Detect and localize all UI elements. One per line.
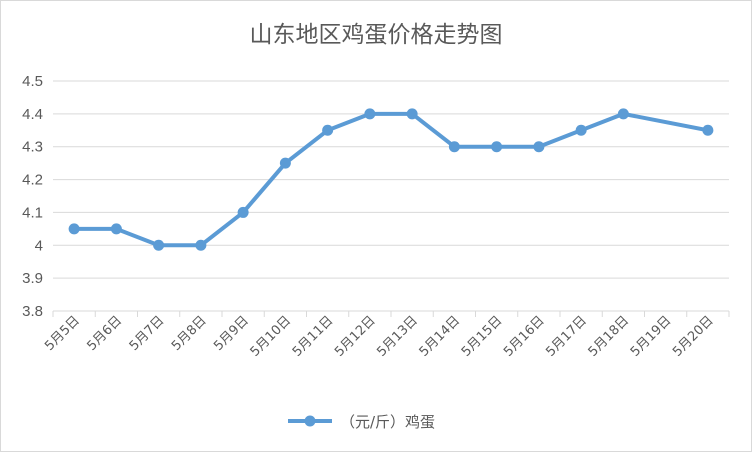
x-tick-label: 5月18日	[586, 313, 633, 360]
x-tick-label: 5月16日	[501, 313, 548, 360]
data-point	[617, 108, 629, 120]
data-point	[533, 141, 545, 153]
data-point	[702, 124, 714, 136]
y-tick-label: 4.3	[22, 139, 43, 156]
data-point	[322, 124, 334, 136]
x-tick-label: 5月5日	[42, 313, 83, 354]
x-tick-label: 5月17日	[543, 313, 590, 360]
data-point	[153, 239, 165, 251]
x-tick-label: 5月11日	[290, 313, 337, 360]
data-point	[364, 108, 376, 120]
legend-label: （元/斤）鸡蛋	[340, 413, 435, 431]
y-tick-label: 4	[35, 237, 43, 254]
data-point	[406, 108, 418, 120]
x-tick-label: 5月15日	[459, 313, 506, 360]
x-tick-label: 5月19日	[628, 313, 675, 360]
y-tick-label: 3.8	[22, 303, 43, 320]
data-point	[110, 223, 122, 235]
x-tick-label: 5月20日	[670, 313, 717, 360]
data-point	[279, 157, 291, 169]
data-point	[575, 124, 587, 136]
data-point	[195, 239, 207, 251]
y-tick-label: 3.9	[22, 270, 43, 287]
data-point	[68, 223, 80, 235]
y-tick-label: 4.5	[22, 73, 43, 90]
x-tick-label: 5月9日	[211, 313, 252, 354]
x-tick-label: 5月13日	[374, 313, 421, 360]
y-tick-label: 4.4	[22, 106, 43, 123]
x-tick-label: 5月8日	[169, 313, 210, 354]
data-point	[448, 141, 460, 153]
y-tick-label: 4.1	[22, 204, 43, 221]
data-point	[237, 206, 249, 218]
x-tick-label: 5月14日	[417, 313, 464, 360]
x-tick-label: 5月12日	[332, 313, 379, 360]
y-tick-label: 4.2	[22, 172, 43, 189]
x-tick-label: 5月6日	[85, 313, 126, 354]
x-tick-label: 5月7日	[127, 313, 168, 354]
data-point	[491, 141, 503, 153]
legend-marker	[304, 415, 316, 427]
chart-title: 山东地区鸡蛋价格走势图	[249, 22, 503, 48]
x-tick-label: 5月10日	[248, 313, 295, 360]
